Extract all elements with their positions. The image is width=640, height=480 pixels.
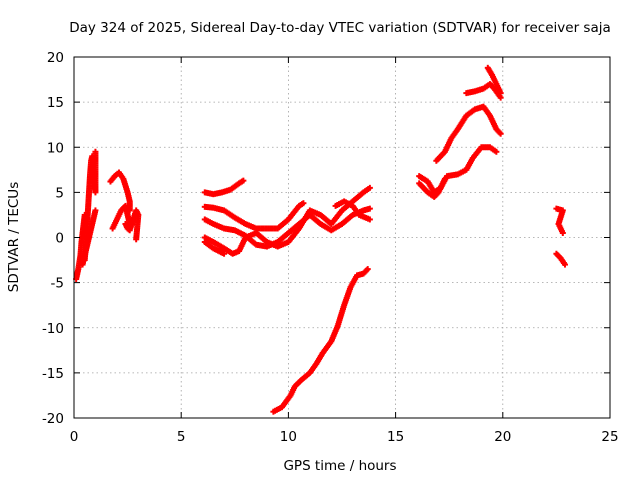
y-tick-label: -20 <box>42 411 64 427</box>
y-tick-label: 15 <box>47 95 64 111</box>
y-tick-label: 0 <box>55 231 64 247</box>
data-point <box>493 148 500 155</box>
x-tick-label: 25 <box>601 429 618 445</box>
x-tick-label: 5 <box>177 429 186 445</box>
chart-title: Day 324 of 2025, Sidereal Day-to-day VTE… <box>69 20 611 36</box>
x-tick-label: 15 <box>387 429 404 445</box>
x-axis-label: GPS time / hours <box>283 458 396 474</box>
data-point <box>497 90 504 97</box>
data-point <box>92 207 99 214</box>
y-tick-label: -15 <box>42 366 64 382</box>
grid <box>74 57 610 418</box>
data-point <box>366 216 373 223</box>
data-point <box>441 175 448 182</box>
data-point <box>240 177 247 184</box>
x-tick-label: 0 <box>70 429 79 445</box>
y-tick-label: -10 <box>42 321 64 337</box>
data-point <box>366 184 373 191</box>
data-point <box>300 200 307 207</box>
y-tick-label: 5 <box>55 185 64 201</box>
data-point <box>92 148 99 155</box>
data-point <box>497 130 504 137</box>
y-tick-label: -5 <box>51 276 64 292</box>
y-tick-label: 10 <box>47 140 64 156</box>
y-axis-label: SDTVAR / TECUs <box>6 182 22 292</box>
data-point <box>561 261 568 268</box>
x-tick-label: 20 <box>494 429 511 445</box>
data-point <box>364 266 371 273</box>
data-points <box>73 64 568 415</box>
data-point <box>133 236 140 243</box>
x-tick-label: 10 <box>280 429 297 445</box>
data-point <box>366 205 373 212</box>
axis-ticks: 0 5 10 15 20 25 -20 -15 -10 -5 0 5 10 15 20 <box>42 50 619 445</box>
data-point <box>559 229 566 236</box>
data-point <box>221 250 228 257</box>
y-tick-label: 20 <box>47 50 64 66</box>
